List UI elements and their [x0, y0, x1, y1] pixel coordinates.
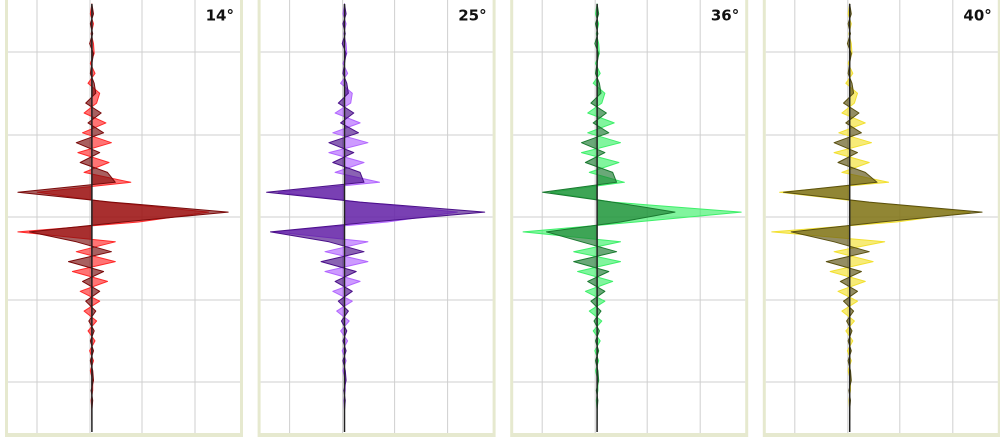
panel: 25°	[257, 0, 496, 437]
angle-label: 25°	[458, 7, 486, 25]
panel: 14°	[5, 0, 243, 437]
angle-label: 14°	[206, 7, 234, 25]
angle-label: 40°	[963, 7, 991, 25]
panel: 36°	[510, 0, 749, 437]
angle-label: 36°	[711, 7, 739, 25]
panel: 40°	[762, 0, 1000, 437]
